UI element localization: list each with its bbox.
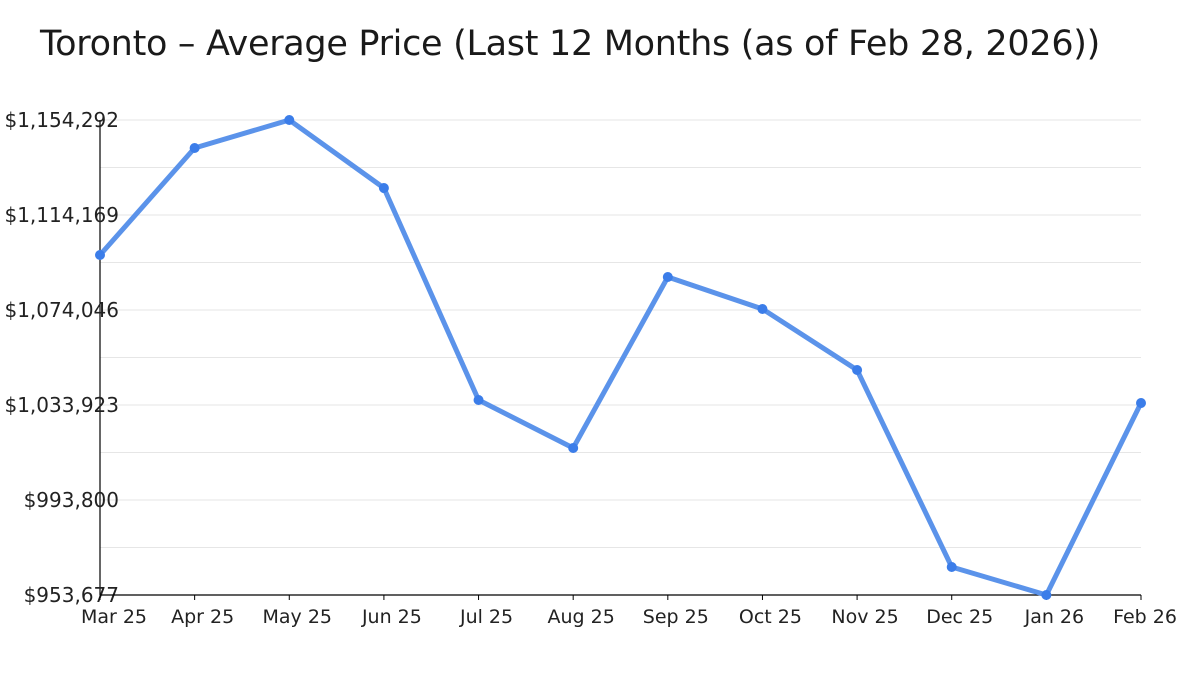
- data-point-marker[interactable]: [1041, 590, 1052, 600]
- data-point-marker[interactable]: [189, 143, 200, 154]
- data-point-marker[interactable]: [852, 365, 863, 376]
- data-point-marker[interactable]: [473, 395, 484, 406]
- data-point-marker[interactable]: [95, 250, 105, 261]
- x-tick-label: Dec 25: [926, 606, 993, 628]
- x-tick-label: May 25: [263, 606, 333, 628]
- x-tick-label: Nov 25: [831, 606, 898, 628]
- y-tick-label: $1,114,169: [4, 203, 119, 227]
- y-axis: $953,677$993,800$1,033,923$1,074,046$1,1…: [4, 108, 119, 607]
- data-point-marker[interactable]: [378, 183, 389, 194]
- x-tick-label: Feb 26: [1113, 606, 1177, 628]
- x-tick-label: Aug 25: [548, 606, 615, 628]
- y-tick-label: $1,154,292: [4, 108, 119, 132]
- data-point-marker[interactable]: [662, 272, 673, 283]
- x-tick-label: Jan 26: [1024, 606, 1085, 628]
- series-line: [97, 117, 1144, 598]
- data-point-marker[interactable]: [757, 304, 768, 315]
- x-tick-label: Jun 25: [361, 606, 422, 628]
- x-tick-label: Oct 25: [739, 606, 802, 628]
- y-tick-label: $1,074,046: [4, 298, 119, 322]
- x-tick-label: Mar 25: [81, 606, 147, 628]
- gridlines: [100, 119, 1141, 548]
- data-point-marker[interactable]: [1136, 398, 1146, 409]
- x-tick-label: Sep 25: [643, 606, 709, 628]
- x-tick-label: Apr 25: [171, 606, 234, 628]
- y-tick-label: $1,033,923: [4, 393, 119, 417]
- x-tick-label: Jul 25: [459, 606, 513, 628]
- x-axis: Mar 25 Apr 25 May 25 Jun 25 Jul 25 Aug 25 Sep …: [81, 594, 1177, 628]
- data-point-marker[interactable]: [946, 561, 957, 572]
- chart-title: Toronto – Average Price (Last 12 Months …: [40, 24, 1101, 64]
- data-point-marker[interactable]: [568, 443, 579, 454]
- data-point-marker[interactable]: [284, 115, 295, 125]
- data-series: [95, 115, 1146, 600]
- y-tick-label: $993,800: [24, 488, 119, 512]
